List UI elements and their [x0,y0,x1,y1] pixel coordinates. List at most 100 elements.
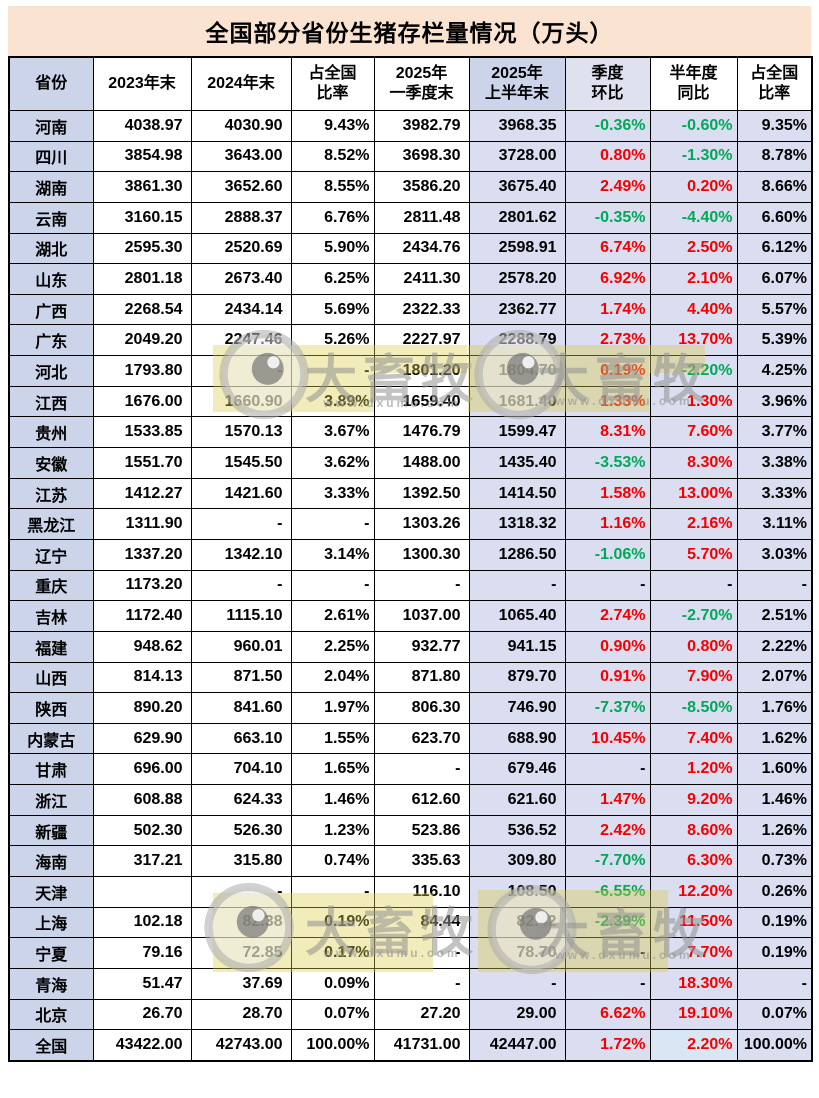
value-cell: 2578.20 [468,263,566,295]
value-cell: 3968.35 [468,110,566,142]
value-cell: 0.19% [736,906,813,939]
value-cell: - [468,967,566,1000]
value-cell: 1286.50 [468,538,566,571]
value-cell: 1488.00 [373,447,470,479]
value-cell: 536.52 [468,814,566,847]
province-cell: 湖南 [8,171,94,203]
value-cell: 3.67% [290,416,375,449]
value-cell: 9.43% [290,110,375,142]
value-cell: 623.70 [373,722,470,755]
value-cell: 3.33% [736,477,813,510]
value-cell: 6.12% [736,232,813,265]
value-cell: 3675.40 [468,171,566,203]
value-cell: 100.00% [290,1029,375,1062]
value-cell: 2268.54 [92,293,192,326]
value-cell: - [290,876,375,908]
value-cell: 1599.47 [468,416,566,449]
value-cell: 1392.50 [373,477,470,510]
value-cell: 2247.46 [190,324,292,357]
value-cell: 7.90% [649,661,738,694]
value-cell: - [190,569,292,602]
province-cell: 安徽 [8,447,94,479]
value-cell: 11.50% [649,906,738,939]
province-cell: 北京 [8,998,94,1031]
province-cell: 山东 [8,263,94,295]
value-cell: 8.30% [649,447,738,479]
value-cell: 0.80% [649,630,738,663]
value-cell: 2801.18 [92,263,192,295]
value-cell: 629.90 [92,722,192,755]
column-header-4: 2025年 一季度末 [373,56,470,111]
value-cell: 13.00% [649,477,738,510]
value-cell: - [190,508,292,540]
value-cell: 1.97% [290,692,375,724]
value-cell: - [564,753,651,786]
table-row: 江苏 1412.27 1421.60 3.33% 1392.50 1414.50 1.58%… [8,477,813,510]
table-row: 河南 4038.97 4030.90 9.43% 3982.79 3968.35 -0.36… [8,110,813,142]
province-cell: 辽宁 [8,538,94,571]
province-cell: 浙江 [8,784,94,816]
column-header-0: 省份 [8,56,94,111]
value-cell: 5.70% [649,538,738,571]
province-cell: 宁夏 [8,937,94,969]
table-row: 重庆 1173.20- - - - - - - [8,569,813,602]
value-cell: 621.60 [468,784,566,816]
value-cell: 1435.40 [468,447,566,479]
value-cell: 18.30% [649,967,738,1000]
value-cell: 1551.70 [92,447,192,479]
value-cell: 6.25% [290,263,375,295]
table-row: 浙江 608.88 624.33 1.46% 612.60 621.60 1.47% 9.20… [8,784,813,816]
value-cell: 1311.90 [92,508,192,540]
value-cell: -2.70% [649,600,738,632]
value-cell: 2.22% [736,630,813,663]
value-cell: -6.55% [564,876,651,908]
value-cell: 1115.10 [190,600,292,632]
value-cell: 8.55% [290,171,375,203]
value-cell: 1412.27 [92,477,192,510]
value-cell: 0.19% [736,937,813,969]
value-cell: -8.50% [649,692,738,724]
table-row: 山东 2801.18 2673.40 6.25% 2411.30 2578.20 6.92%… [8,263,813,295]
value-cell: 37.69 [190,967,292,1000]
value-cell: 2888.37 [190,201,292,234]
value-cell: 3643.00 [190,140,292,173]
value-cell: 2049.20 [92,324,192,357]
value-cell: 1804.70 [468,355,566,387]
value-cell: 43422.00 [92,1029,192,1062]
value-cell: 3.33% [290,477,375,510]
value-cell: 1.47% [564,784,651,816]
value-cell: 1659.40 [373,385,470,418]
value-cell: 8.31% [564,416,651,449]
value-cell: 704.10 [190,753,292,786]
value-cell: -4.40% [649,201,738,234]
value-cell: 0.07% [736,998,813,1031]
value-cell: 696.00 [92,753,192,786]
value-cell: - [290,569,375,602]
value-cell: 27.20 [373,998,470,1031]
table-row: 河北 1793.80- -1801.20 1804.70 0.19% -2.20% 4.25… [8,355,813,387]
value-cell: 28.70 [190,998,292,1031]
value-cell: 2434.14 [190,293,292,326]
value-cell: - [290,355,375,387]
value-cell: 0.09% [290,967,375,1000]
value-cell: 1300.30 [373,538,470,571]
value-cell: 42447.00 [468,1029,566,1062]
value-cell: 315.80 [190,845,292,878]
value-cell: 13.70% [649,324,738,357]
value-cell: 871.50 [190,661,292,694]
value-cell: 100.00% [736,1029,813,1062]
value-cell: 108.50 [468,876,566,908]
value-cell: 2.04% [290,661,375,694]
value-cell: 8.66% [736,171,813,203]
value-cell: 2.74% [564,600,651,632]
value-cell: 1.46% [736,784,813,816]
value-cell: 0.20% [649,171,738,203]
value-cell: 1173.20 [92,569,192,602]
value-cell: 2227.97 [373,324,470,357]
value-cell: 1172.40 [92,600,192,632]
value-cell: - [468,569,566,602]
value-cell: 26.70 [92,998,192,1031]
value-cell: 5.57% [736,293,813,326]
value-cell: 3.03% [736,538,813,571]
value-cell: 0.74% [290,845,375,878]
